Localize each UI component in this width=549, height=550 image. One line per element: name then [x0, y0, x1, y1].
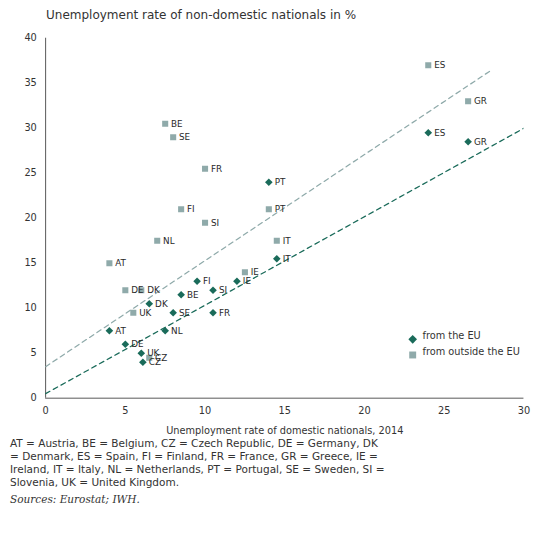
html-text:AT = Austria, BE = Belgium, CZ: AT = Austria, BE = Belgium, CZ = Czech R… [10, 436, 378, 449]
svg-text:FI: FI [203, 276, 211, 286]
svg-text:AT: AT [115, 326, 126, 336]
svg-text:DK: DK [147, 285, 160, 295]
svg-text:BE: BE [171, 119, 183, 129]
svg-text:DE: DE [131, 339, 143, 349]
html-text:Unemployment rate of non-domes: Unemployment rate of non-domestic nation… [46, 8, 357, 22]
svg-text:NL: NL [171, 326, 183, 336]
svg-text:5: 5 [31, 347, 37, 358]
svg-text:AT: AT [115, 258, 126, 268]
svg-text:0: 0 [31, 392, 37, 403]
html-text:= Denmark, ES = Spain, FI = Fi: = Denmark, ES = Spain, FI = Finland, FR … [10, 449, 378, 462]
svg-text:IT: IT [283, 254, 292, 264]
svg-text:30: 30 [518, 405, 530, 416]
svg-text:25: 25 [438, 405, 450, 416]
svg-text:GR: GR [474, 96, 487, 106]
svg-text:DK: DK [155, 299, 168, 309]
svg-text:SE: SE [179, 308, 190, 318]
svg-text:NL: NL [163, 236, 175, 246]
svg-text:10: 10 [24, 302, 36, 313]
svg-text:BE: BE [187, 290, 199, 300]
svg-text:SI: SI [211, 218, 219, 228]
svg-text:0: 0 [43, 405, 49, 416]
svg-text:10: 10 [199, 405, 211, 416]
svg-text:CZ: CZ [155, 352, 168, 363]
svg-text:40: 40 [24, 32, 36, 43]
svg-text:15: 15 [279, 405, 291, 416]
svg-text:ES: ES [434, 128, 446, 138]
svg-text:IE: IE [243, 276, 251, 286]
html-text:Ireland, IT = Italy, NL = Neth: Ireland, IT = Italy, NL = Netherlands, P… [10, 462, 385, 475]
svg-text:IT: IT [283, 236, 292, 246]
svg-text:Unemployment rate of domestic: Unemployment rate of domestic nationals,… [166, 425, 403, 436]
svg-text:from outside the EU: from outside the EU [422, 346, 519, 357]
svg-text:20: 20 [24, 212, 36, 223]
svg-text:15: 15 [24, 257, 36, 268]
svg-text:PT: PT [275, 204, 286, 214]
svg-text:SI: SI [219, 285, 227, 295]
svg-text:20: 20 [358, 405, 370, 416]
svg-text:ES: ES [434, 60, 446, 70]
svg-text:FR: FR [219, 308, 230, 318]
svg-text:IE: IE [251, 267, 259, 277]
html-text:Slovenia, UK = United Kingdom.: Slovenia, UK = United Kingdom. [10, 475, 179, 488]
svg-text:UK: UK [139, 308, 151, 318]
svg-text:PT: PT [275, 177, 286, 187]
svg-text:5: 5 [122, 405, 128, 416]
svg-text:FR: FR [211, 164, 222, 174]
svg-text:35: 35 [24, 77, 36, 88]
svg-text:25: 25 [24, 167, 36, 178]
html-text:Sources: Eurostat; IWH.: Sources: Eurostat; IWH. [10, 492, 140, 505]
svg-text:FI: FI [187, 204, 195, 214]
svg-text:CZ: CZ [149, 357, 161, 367]
svg-text:GR: GR [474, 137, 487, 147]
svg-text:30: 30 [24, 122, 36, 133]
svg-text:from the EU: from the EU [422, 330, 480, 341]
svg-text:DE: DE [131, 285, 143, 295]
svg-text:SE: SE [179, 132, 190, 142]
svg-text:UK: UK [147, 348, 159, 358]
